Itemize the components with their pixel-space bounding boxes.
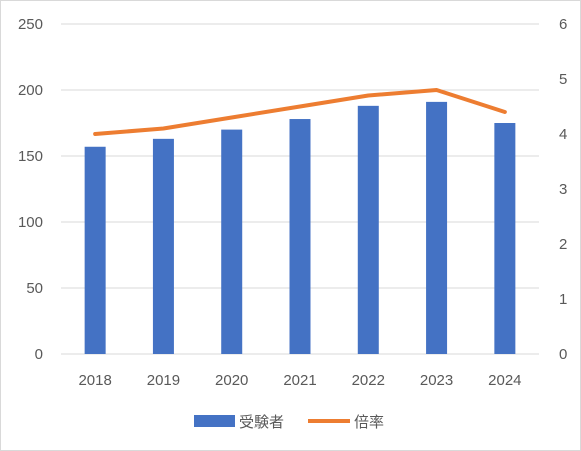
left-tick-label: 150 [18, 148, 43, 165]
bar [357, 105, 379, 354]
bar [289, 119, 311, 354]
x-tick-label: 2024 [488, 372, 521, 389]
x-tick-label: 2021 [283, 372, 316, 389]
legend-label-bar: 受験者 [239, 413, 284, 431]
right-tick-label: 6 [559, 16, 567, 33]
legend: 受験者 倍率 [194, 413, 384, 431]
bar [426, 101, 448, 354]
left-tick-label: 250 [18, 16, 43, 33]
x-axis: 2018 2019 2020 2021 2022 2023 2024 [78, 372, 521, 389]
x-tick-label: 2022 [352, 372, 385, 389]
bar [84, 146, 106, 354]
left-tick-label: 50 [26, 280, 43, 297]
right-tick-label: 1 [559, 291, 567, 308]
right-axis: 0 1 2 3 4 5 6 [559, 16, 567, 363]
left-axis: 0 50 100 150 200 250 [18, 16, 43, 363]
left-tick-label: 100 [18, 214, 43, 231]
left-tick-label: 200 [18, 82, 43, 99]
bar [152, 138, 174, 354]
right-tick-label: 0 [559, 346, 567, 363]
line-series [93, 88, 507, 136]
right-tick-label: 4 [559, 126, 567, 143]
bar-series [84, 101, 516, 354]
bar [494, 123, 516, 354]
x-tick-label: 2019 [147, 372, 180, 389]
bar [221, 129, 243, 354]
legend-label-line: 倍率 [354, 413, 384, 431]
x-tick-label: 2018 [78, 372, 111, 389]
left-tick-label: 0 [35, 346, 43, 363]
right-tick-label: 5 [559, 71, 567, 88]
x-tick-label: 2020 [215, 372, 248, 389]
right-tick-label: 3 [559, 181, 567, 198]
right-tick-label: 2 [559, 236, 567, 253]
x-tick-label: 2023 [420, 372, 453, 389]
legend-swatch-bar [194, 415, 235, 427]
